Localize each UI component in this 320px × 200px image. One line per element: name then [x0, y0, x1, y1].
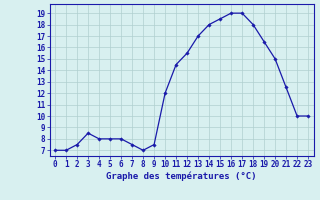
X-axis label: Graphe des températures (°C): Graphe des températures (°C)	[106, 172, 257, 181]
